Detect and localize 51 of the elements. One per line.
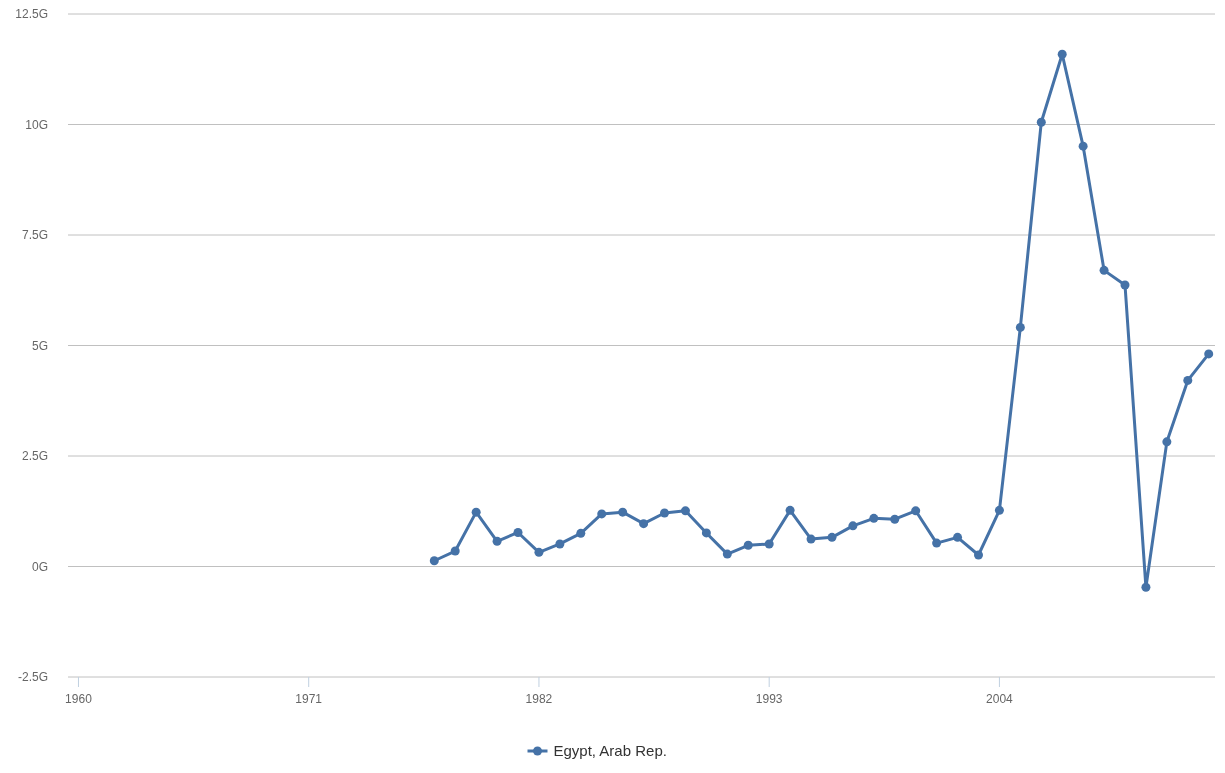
x-tick-label: 1960 <box>65 692 93 706</box>
point <box>806 534 816 544</box>
point <box>660 508 670 518</box>
point <box>576 528 586 538</box>
point <box>1183 375 1193 385</box>
y-tick-label: 2.5G <box>21 449 48 464</box>
point <box>785 505 795 515</box>
x-tick-label: 1993 <box>755 692 783 706</box>
y-tick-label: 0G <box>31 559 48 574</box>
point <box>429 556 439 566</box>
x-tick-label: 1982 <box>525 692 553 706</box>
point <box>869 513 879 523</box>
point <box>1120 280 1130 290</box>
point <box>764 539 774 549</box>
point <box>618 507 628 517</box>
point <box>597 509 607 519</box>
point <box>743 540 753 550</box>
point <box>701 528 711 538</box>
point <box>890 514 900 524</box>
point <box>1078 141 1088 151</box>
point <box>471 507 481 517</box>
legend-label: Egypt, Arab Rep. <box>553 742 667 760</box>
point <box>1204 349 1214 359</box>
point <box>680 506 690 516</box>
point <box>973 550 983 560</box>
point <box>1015 322 1025 332</box>
point <box>1036 117 1046 127</box>
point <box>513 527 523 537</box>
point <box>994 505 1004 515</box>
point <box>534 547 544 557</box>
point <box>1099 265 1109 275</box>
point <box>722 549 732 559</box>
point <box>911 506 921 516</box>
y-tick-label: -2.5G <box>17 670 48 685</box>
point <box>848 521 858 531</box>
point <box>953 532 963 542</box>
point <box>450 546 460 556</box>
point <box>1162 437 1172 447</box>
point <box>1057 49 1067 59</box>
y-tick-label: 12.5G <box>15 7 48 22</box>
point <box>1141 582 1151 592</box>
x-tick-label: 1971 <box>295 692 323 706</box>
x-tick-label: 2004 <box>986 692 1014 706</box>
y-tick-label: 7.5G <box>21 228 48 243</box>
point <box>827 532 837 542</box>
point <box>932 538 942 548</box>
point <box>492 536 502 546</box>
y-tick-label: 5G <box>31 338 48 353</box>
point <box>555 539 565 549</box>
y-tick-label: 10G <box>25 117 48 132</box>
point <box>639 519 649 529</box>
